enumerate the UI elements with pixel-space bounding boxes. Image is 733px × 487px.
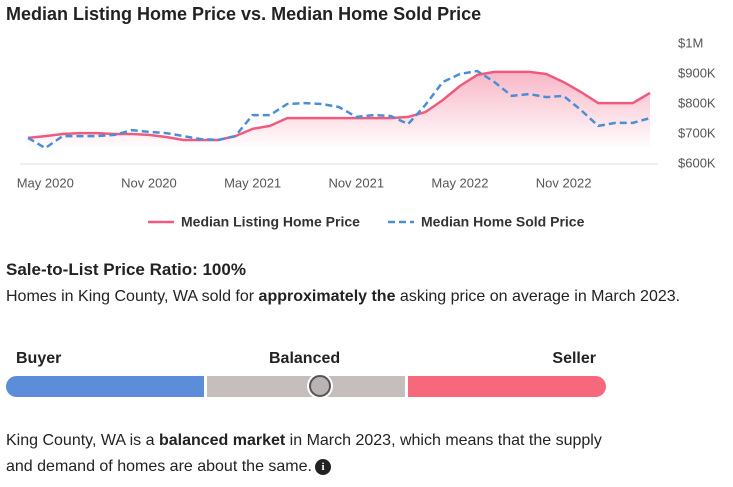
- text: asking price on average in March 2023.: [395, 288, 681, 305]
- gauge-bar: [6, 376, 606, 397]
- y-tick-label: $700K: [678, 125, 716, 140]
- info-icon[interactable]: i: [314, 458, 331, 475]
- gauge-knob: [309, 375, 331, 397]
- x-tick-label: May 2020: [17, 175, 74, 190]
- y-tick-label: $800K: [678, 95, 716, 110]
- text: in March 2023, which means that the supp…: [6, 432, 607, 475]
- chart-title: Median Listing Home Price vs. Median Hom…: [6, 4, 481, 24]
- line: [27, 70, 651, 142]
- gauge-label: Balanced: [269, 350, 341, 367]
- text-bold: balanced market: [158, 432, 286, 449]
- gauge-buyer: [6, 376, 204, 397]
- text: King County, WA is a: [6, 432, 159, 449]
- line: [27, 69, 651, 150]
- y-tick-label: $900K: [678, 65, 716, 80]
- legend-label: Median Home Sold Price: [421, 214, 585, 230]
- x-tick-label: May 2022: [431, 175, 488, 190]
- gauge-seller: [408, 376, 606, 397]
- y-tick-label: $1M: [678, 35, 703, 50]
- y-tick-label: $600K: [678, 155, 716, 170]
- gauge-label: Seller: [552, 350, 596, 367]
- x-tick-label: Nov 2020: [121, 175, 177, 190]
- summary: King County, WA is a balanced market in …: [6, 428, 606, 480]
- x-tick-label: May 2021: [224, 175, 281, 190]
- legend-label: Median Listing Home Price: [181, 214, 360, 230]
- chart: Median Listing Home Price vs. Median Hom…: [6, 4, 716, 230]
- text: Homes in King County, WA sold for: [6, 288, 259, 305]
- ratio-title: Sale-to-List Price Ratio: 100%: [6, 260, 246, 279]
- x-tick-label: Nov 2022: [536, 175, 592, 190]
- text-bold: approximately the: [258, 288, 396, 305]
- gauge-label: Buyer: [16, 350, 62, 367]
- x-tick-label: Nov 2021: [328, 175, 384, 190]
- gauge-balanced: [207, 376, 405, 397]
- ratio-text: Homes in King County, WA sold for approx…: [6, 288, 680, 306]
